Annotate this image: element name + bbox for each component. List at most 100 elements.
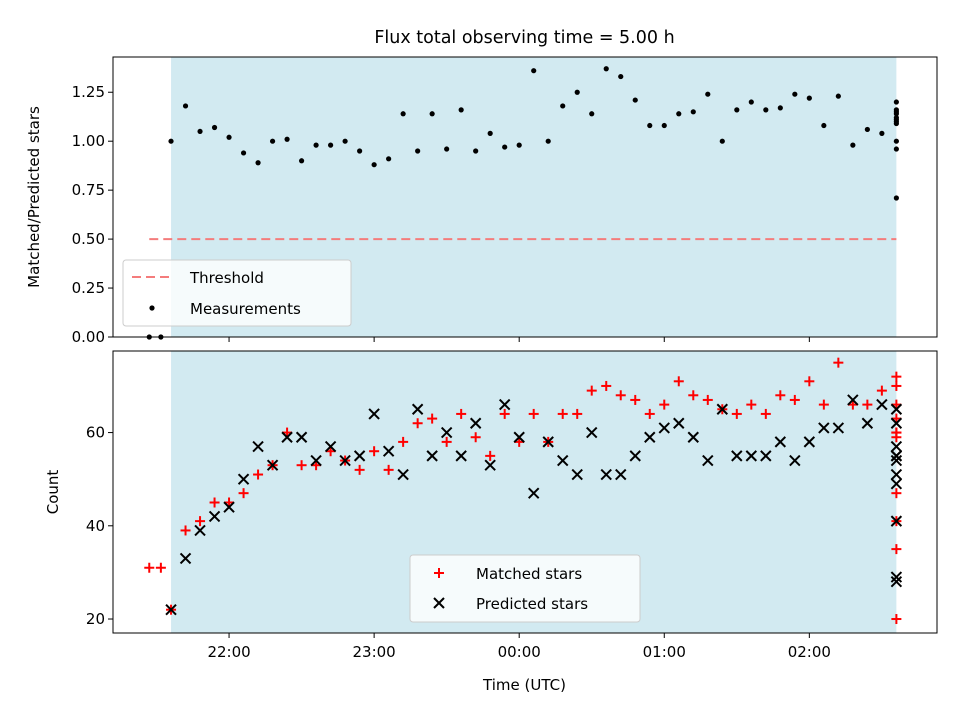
predicted-point [223,501,235,513]
chart-title: Flux total observing time = 5.00 h [374,28,674,48]
matched-point [760,408,771,419]
predicted-point [266,459,279,471]
legend-measurements-label: Measurements [190,300,301,318]
x-axis-label: Time (UTC) [482,676,566,694]
top-y-tick-label: 0.00 [72,328,105,346]
measurement-point [415,148,421,154]
matched-point [615,390,626,401]
measurement-point [792,91,798,97]
legend-measurements-swatch [149,305,155,311]
predicted-point [557,454,569,467]
matched-point [499,408,510,419]
measurement-point [850,142,856,148]
matched-point [891,544,902,555]
predicted-point [165,603,177,616]
predicted-point [890,417,903,429]
legend-predicted-swatch [433,597,445,609]
predicted-point [295,431,308,443]
predicted-point [673,417,685,429]
measurement-point [661,122,667,129]
measurement-point [618,73,624,80]
matched-point [601,380,612,391]
measurement-point [574,89,580,95]
measurement-point [879,130,885,136]
predicted-point [469,417,482,429]
measurement-points [146,66,899,340]
predicted-point [890,468,903,481]
predicted-point [397,468,409,481]
measurement-point [328,142,334,148]
top-y-tick-label: 0.50 [72,230,105,248]
predicted-point [629,450,641,462]
x-tick-label: 00:00 [498,643,541,661]
predicted-point [890,450,903,462]
predicted-point [368,408,380,420]
predicted-point [498,398,511,411]
matched-point [296,460,307,471]
predicted-point [890,571,903,583]
measurement-point [284,136,290,142]
predicted-point [484,459,496,471]
top-y-tick-label: 1.25 [72,83,105,101]
predicted-point [281,431,293,443]
measurement-point [197,128,203,135]
predicted-points [165,394,903,616]
matched-point [891,432,902,443]
legend-matched-swatch [434,568,444,578]
measurement-point [269,138,276,144]
predicted-point [876,398,888,411]
predicted-point [237,473,250,485]
measurement-point [255,160,261,166]
x-tick-label: 22:00 [207,643,250,661]
measurement-point [516,142,522,148]
matched-point [456,408,467,419]
predicted-point [339,454,351,467]
legend-threshold-label: Threshold [189,269,264,287]
predicted-point [426,450,438,462]
matched-point [572,408,583,419]
matched-point [804,376,815,387]
measurement-point [893,109,899,115]
matched-point [789,394,800,405]
measurement-point [763,107,769,113]
measurement-point [429,111,435,117]
matched-point [253,469,264,480]
matched-point [891,371,902,382]
matched-point [586,385,597,396]
matched-point [862,399,873,410]
matched-point [688,390,699,401]
top-y-tick-label: 0.75 [72,181,105,199]
matched-point [441,436,452,447]
bottom-y-tick-label: 40 [86,517,105,535]
matched-point [833,357,844,368]
measurement-point [313,142,319,148]
measurement-point [734,107,740,113]
top-y-axis-label: Matched/Predicted stars [25,106,43,288]
measurement-point [864,126,870,133]
predicted-point [832,422,845,434]
matched-point [238,488,249,499]
predicted-point [687,431,699,443]
x-tick-label: 23:00 [353,643,396,661]
measurement-point [502,144,508,150]
matched-point [195,516,206,527]
measurement-point [589,111,595,117]
bottom-y-ticks: 20 40 60 [86,424,113,628]
predicted-point [658,422,670,434]
predicted-point [252,440,264,453]
predicted-point [745,450,758,462]
measurement-point [893,117,899,123]
top-panel: 0.00 0.25 0.50 0.75 1.00 1.25 Matched/Predict… [25,56,938,346]
measurement-point [473,148,479,154]
matched-point [746,399,757,410]
matched-point [818,399,829,410]
bottom-y-tick-label: 20 [86,610,105,628]
matched-point [427,413,438,424]
predicted-point [179,552,192,565]
predicted-point [208,510,221,523]
measurement-point [893,138,899,144]
predicted-point [702,454,714,467]
predicted-point [890,576,903,588]
measurement-point [400,111,406,117]
top-y-ticks: 0.00 0.25 0.50 0.75 1.00 1.25 [72,83,113,346]
